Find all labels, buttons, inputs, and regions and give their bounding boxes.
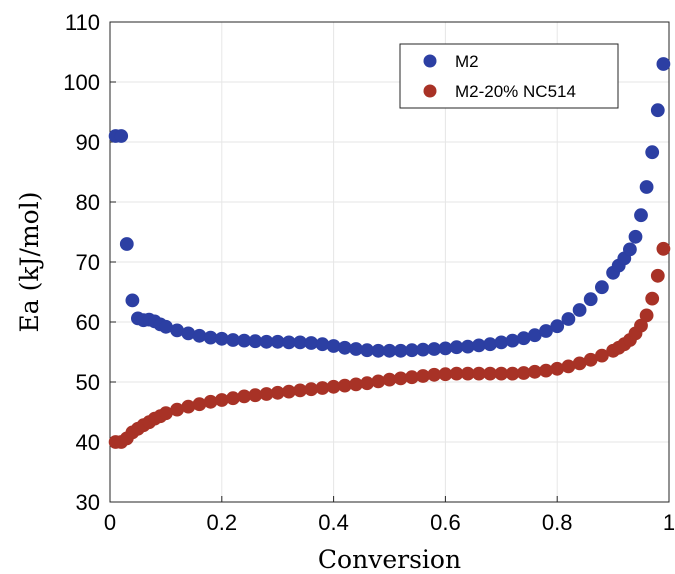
y-tick-label: 90 [76, 130, 100, 155]
data-point [639, 308, 654, 323]
data-point [623, 242, 637, 257]
data-point [572, 303, 587, 317]
data-point [114, 129, 129, 143]
x-tick-label: 0.2 [207, 510, 238, 535]
y-tick-label: 50 [76, 370, 100, 395]
x-axis-label: Conversion [318, 545, 461, 574]
y-tick-label: 40 [76, 430, 100, 455]
y-tick-label: 30 [76, 490, 100, 515]
legend-label-m2-nc514: M2-20% NC514 [455, 82, 576, 101]
x-tick-label: 1 [663, 510, 675, 535]
series-m2-nc514 [108, 241, 671, 449]
y-axis: 30 40 50 60 70 80 90 100 110 [63, 10, 116, 515]
legend-marker-m2 [423, 54, 437, 68]
data-points [108, 57, 671, 449]
x-tick-label: 0.6 [430, 510, 461, 535]
data-point [645, 291, 660, 306]
y-tick-label: 100 [63, 70, 100, 95]
y-tick-label: 80 [76, 190, 100, 215]
data-point [192, 397, 207, 412]
data-point [656, 57, 671, 71]
legend-box [399, 43, 619, 109]
x-axis: 0 0.2 0.4 0.6 0.8 1 [104, 496, 675, 535]
legend-marker-m2-nc514 [423, 84, 437, 98]
data-point [634, 208, 648, 223]
data-point [550, 319, 565, 334]
data-point [561, 312, 576, 326]
data-point [639, 180, 654, 194]
y-tick-label: 110 [65, 10, 100, 35]
data-point [583, 292, 598, 307]
data-point [119, 237, 134, 251]
data-point [505, 333, 520, 348]
y-axis-label: Ea (kJ/mol) [15, 192, 44, 333]
data-point [550, 361, 565, 376]
legend: M2 M2-20% NC514 [399, 43, 619, 109]
x-tick-label: 0.4 [318, 510, 349, 535]
series-m2 [108, 57, 671, 358]
legend-label-m2: M2 [455, 52, 479, 71]
x-tick-label: 0 [104, 510, 116, 535]
y-tick-label: 60 [76, 310, 100, 335]
data-point [595, 280, 609, 295]
x-tick-label: 0.8 [542, 510, 573, 535]
data-point [650, 103, 665, 118]
data-point [645, 145, 660, 160]
data-point [628, 229, 643, 244]
data-point [656, 241, 671, 256]
y-tick-label: 70 [76, 250, 100, 275]
data-point [650, 268, 665, 283]
data-point [125, 293, 140, 308]
